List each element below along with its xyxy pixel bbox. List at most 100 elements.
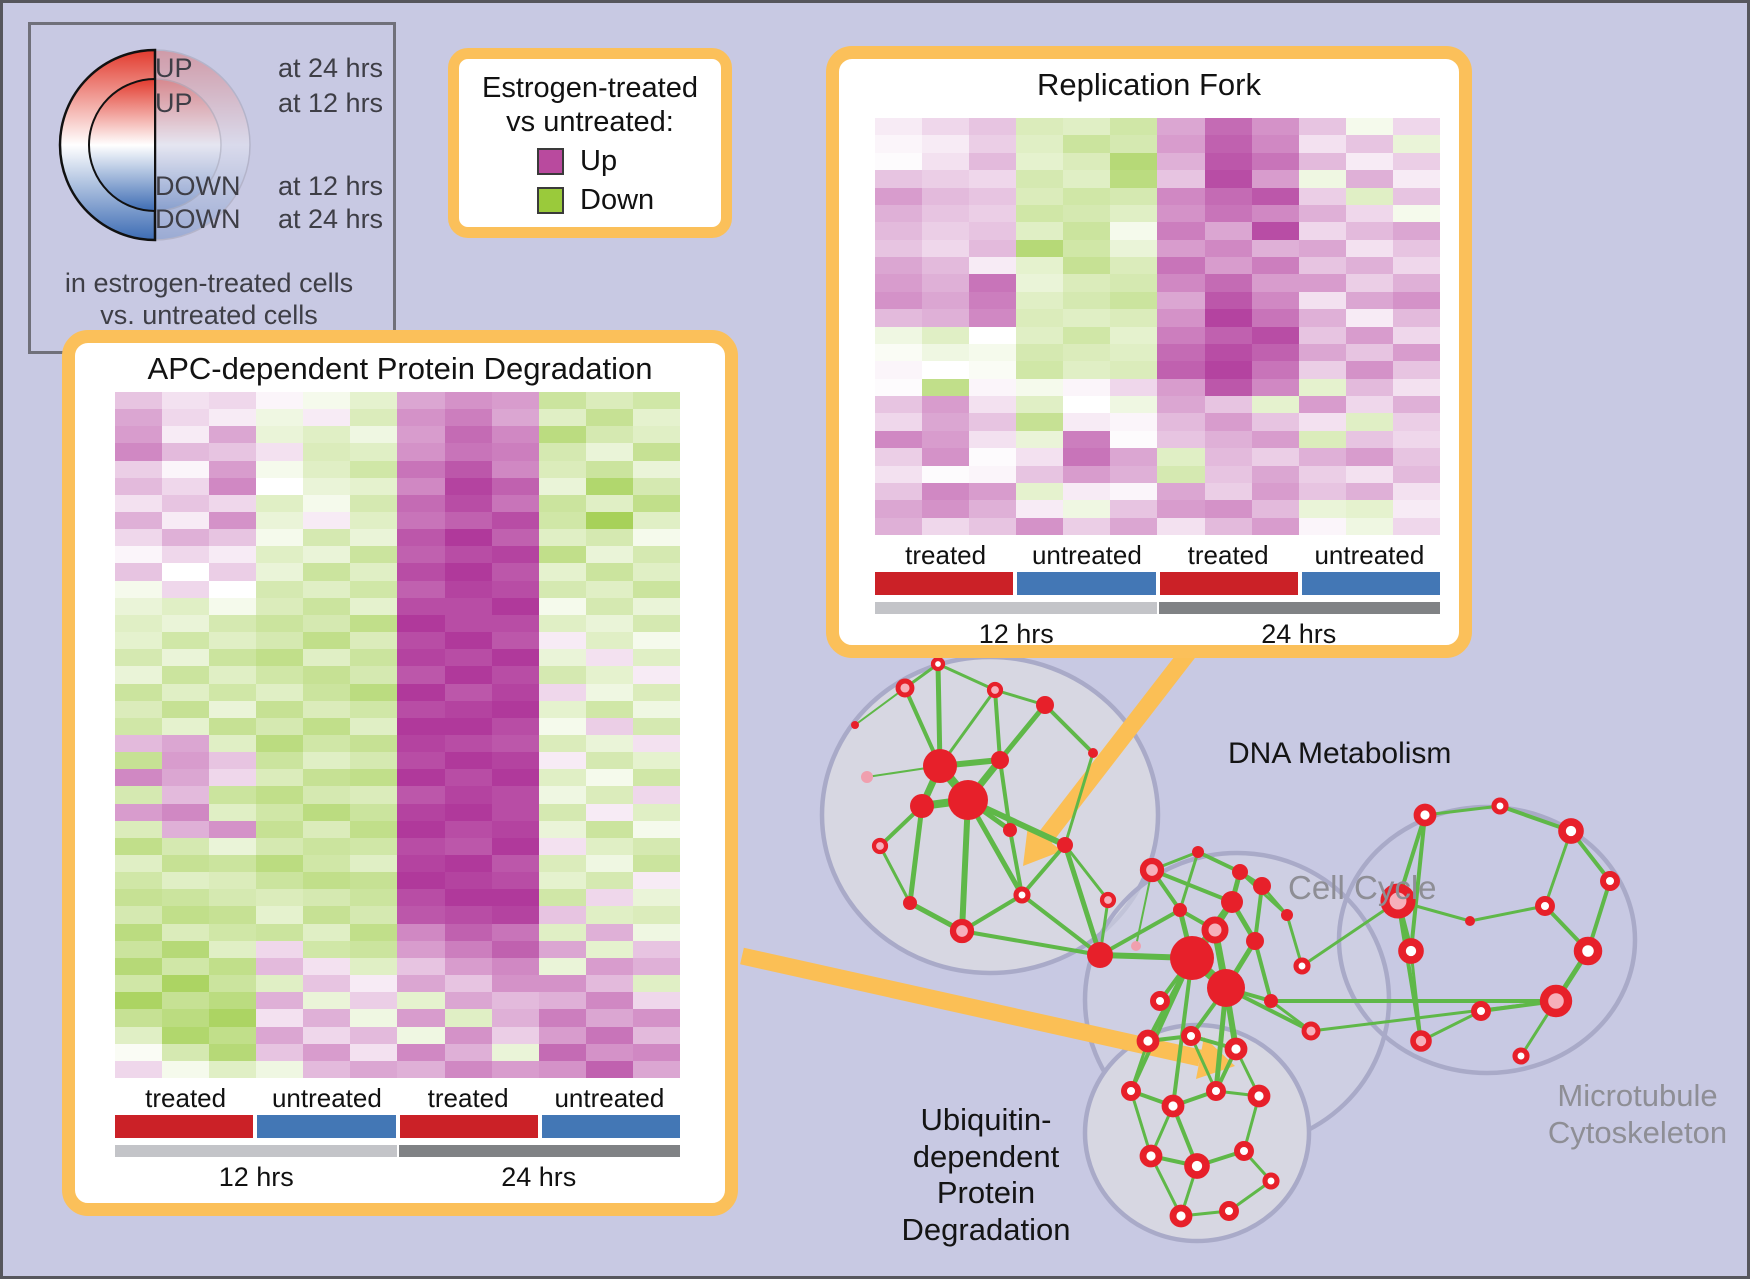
heatmap-cell — [209, 409, 257, 427]
heatmap-cell — [491, 872, 539, 890]
heatmap-cell — [1157, 326, 1205, 344]
heatmap-cell — [1298, 239, 1346, 257]
condition-bar — [115, 1115, 254, 1138]
heatmap-cell — [585, 837, 633, 856]
heatmap-cell — [922, 465, 970, 483]
heatmap-cell — [1110, 274, 1158, 292]
heatmap-cell — [209, 1043, 257, 1061]
condition-color-bars — [115, 1115, 680, 1138]
heatmap-cell — [538, 477, 586, 495]
heatmap-cell — [444, 837, 492, 856]
heatmap-cell — [585, 529, 633, 547]
heatmap-cell — [256, 563, 304, 581]
heatmap-cell — [1204, 378, 1252, 396]
gene-node — [1206, 1081, 1226, 1101]
heatmap-cell — [1251, 309, 1299, 327]
gene-node — [1539, 984, 1573, 1018]
heatmap-cell — [444, 426, 492, 444]
updown-circles-graphic — [58, 48, 251, 242]
network-edge — [1178, 850, 1200, 912]
gene-node — [1087, 942, 1113, 968]
heatmap-cell — [209, 1060, 257, 1078]
heatmap-cell — [444, 683, 492, 701]
heatmap-cell — [1157, 204, 1205, 223]
heatmap-cell — [350, 992, 398, 1010]
heatmap-cell — [115, 1009, 163, 1027]
arrow-rf-to-dna — [1038, 634, 1205, 844]
heatmap-cell — [444, 1043, 492, 1061]
heatmap-cell — [491, 426, 539, 444]
heatmap-cell — [1204, 170, 1252, 188]
heatmap-cell — [209, 872, 257, 890]
heatmap-cell — [397, 923, 445, 941]
time-color-bars — [115, 1145, 680, 1157]
heatmap-cell — [1063, 430, 1111, 449]
heatmap-cell — [1063, 500, 1111, 518]
heatmap-cell — [162, 666, 210, 684]
heatmap-cell — [209, 666, 257, 684]
heatmap-cell — [1392, 396, 1440, 414]
heatmap-cell — [444, 563, 492, 581]
gene-node — [1293, 957, 1311, 975]
heatmap-cell — [256, 392, 304, 410]
heatmap-cell — [350, 700, 398, 718]
heatmap-cell — [632, 632, 680, 650]
network-edge — [1409, 813, 1427, 953]
heatmap-cell — [350, 1060, 398, 1078]
heatmap-cell — [1016, 152, 1064, 171]
rf-panel-title: Replication Fork — [1037, 67, 1261, 102]
heatmap-cell — [1345, 413, 1393, 431]
rf-heatmap-axis: treated untreated treated untreated 12 hrs 24… — [875, 540, 1440, 651]
heatmap-cell — [397, 409, 445, 427]
heatmap-cell — [1251, 118, 1299, 136]
heatmap-cell — [538, 614, 586, 633]
heatmap-cell — [922, 378, 970, 396]
heatmap-cell — [585, 1060, 633, 1078]
condition-bar — [257, 1115, 396, 1138]
heatmap-cell — [303, 752, 351, 770]
heatmap-cell — [397, 494, 445, 513]
heatmap-cell — [444, 872, 492, 890]
heatmap-cell — [1204, 239, 1252, 257]
heatmap-cell — [397, 632, 445, 650]
heatmap-cell — [1063, 135, 1111, 153]
heatmap-cell — [538, 820, 586, 838]
heatmap-cell — [491, 734, 539, 753]
heatmap-cell — [303, 717, 351, 735]
heatmap-cell — [1063, 170, 1111, 188]
heatmap-cell — [444, 769, 492, 787]
heatmap-cell — [303, 460, 351, 478]
heatmap-cell — [585, 889, 633, 907]
heatmap-cell — [397, 803, 445, 821]
heatmap-cell — [303, 923, 351, 941]
time-bar — [1158, 602, 1440, 614]
heatmap-cell — [303, 392, 351, 410]
heatmap-cell — [162, 923, 210, 941]
heatmap-cell — [1345, 378, 1393, 396]
heatmap-cell — [397, 1043, 445, 1061]
gene-node — [1246, 932, 1264, 950]
condition-bar — [1017, 572, 1156, 595]
panel-replication-fork-heatmap: Replication Fork treated untreated treated… — [826, 46, 1472, 658]
heatmap-cell — [350, 666, 398, 684]
gene-node — [923, 749, 957, 783]
heatmap-cell — [303, 563, 351, 581]
heatmap-cell — [922, 517, 970, 535]
gene-node — [1234, 1141, 1254, 1161]
heatmap-cell — [1251, 396, 1299, 414]
heatmap-cell — [538, 529, 586, 547]
network-edge — [1043, 703, 1095, 755]
heatmap-cell — [1298, 326, 1346, 344]
heatmap-cell — [1251, 378, 1299, 396]
heatmap-cell — [209, 580, 257, 598]
heatmap-cell — [162, 477, 210, 495]
heatmap-cell — [969, 291, 1017, 310]
heatmap-cell — [875, 257, 923, 275]
heatmap-cell — [1063, 118, 1111, 136]
heatmap-cell — [632, 649, 680, 667]
network-edge — [960, 929, 1102, 957]
heatmap-cell — [162, 614, 210, 633]
heatmap-cell — [875, 378, 923, 396]
heatmap-cell — [585, 923, 633, 941]
apc-panel-title: APC-dependent Protein Degradation — [147, 351, 653, 386]
